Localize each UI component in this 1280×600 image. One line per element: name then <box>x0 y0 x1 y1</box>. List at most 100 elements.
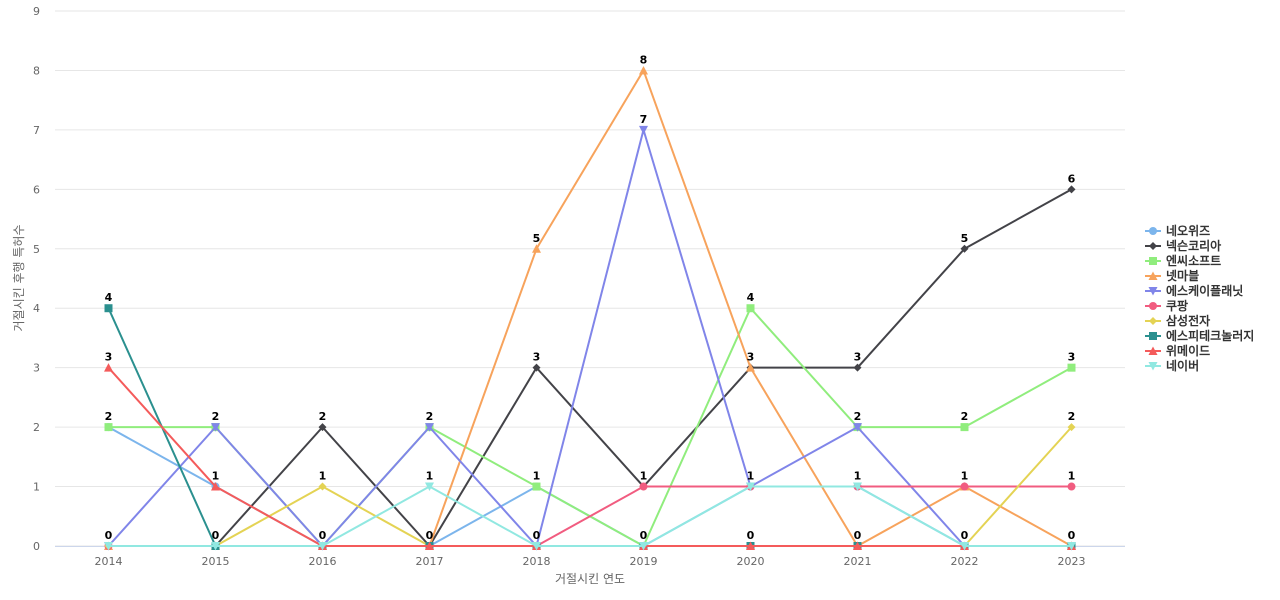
legend-item[interactable]: 삼성전자 <box>1145 313 1210 328</box>
x-tick-label: 2016 <box>309 555 337 568</box>
series-line <box>107 366 1072 547</box>
legend-item[interactable]: 에스케이플래닛 <box>1145 283 1243 298</box>
legend-label: 넷마블 <box>1166 268 1199 283</box>
y-tick-label: 0 <box>33 540 40 553</box>
data-label: 3 <box>533 351 541 364</box>
data-point <box>532 482 541 491</box>
data-labels: 4 3 2 0 2 1 0 2 1 0 2 1 0 5 3 1 0 8 7 1 0 4 3 1 0 3 2 1 0 5 2 1 0 6 3 2 1 0 <box>105 53 1076 542</box>
legend-item[interactable]: 쿠팡 <box>1145 298 1188 313</box>
legend-marker <box>1148 362 1158 371</box>
data-point <box>532 244 541 253</box>
data-point <box>425 482 434 492</box>
legend-item[interactable]: 네이버 <box>1145 358 1199 373</box>
data-label: 3 <box>747 351 755 364</box>
data-point <box>853 423 862 432</box>
legend-item[interactable]: 에스피테크놀러지 <box>1145 328 1254 343</box>
data-label: 7 <box>640 113 648 126</box>
data-point <box>853 541 862 550</box>
x-tick-label: 2019 <box>630 555 658 568</box>
data-label: 0 <box>747 529 755 542</box>
x-axis-title: 거절시킨 연도 <box>555 572 625 586</box>
data-point <box>853 482 862 492</box>
legend-item[interactable]: 넷마블 <box>1145 268 1199 283</box>
legend-label: 네오위즈 <box>1166 223 1210 238</box>
legend-label: 위메이드 <box>1166 343 1210 358</box>
legend-label: 삼성전자 <box>1166 313 1210 328</box>
series-layer <box>104 65 1076 551</box>
y-tick-label: 8 <box>33 64 40 77</box>
data-label: 1 <box>212 470 220 483</box>
data-point <box>639 65 648 75</box>
data-label: 2 <box>854 410 862 423</box>
data-point <box>425 541 434 550</box>
data-point <box>960 244 969 253</box>
data-label: 2 <box>212 410 220 423</box>
data-label: 1 <box>319 470 327 483</box>
data-point <box>532 542 541 551</box>
data-label: 4 <box>105 291 113 304</box>
data-point <box>639 542 648 551</box>
x-tick-label: 2015 <box>202 555 230 568</box>
data-label: 1 <box>1068 470 1076 483</box>
data-point <box>104 304 113 313</box>
data-label: 0 <box>854 529 862 542</box>
legend-item[interactable]: 엔씨소프트 <box>1145 253 1221 268</box>
y-tick-label: 3 <box>33 362 40 375</box>
data-point <box>746 482 755 492</box>
y-tick-label: 4 <box>33 302 40 315</box>
data-label: 2 <box>961 410 969 423</box>
data-point <box>960 482 969 491</box>
data-point <box>318 542 327 551</box>
data-label: 1 <box>854 470 862 483</box>
data-label: 0 <box>426 529 434 542</box>
data-label: 3 <box>105 351 113 364</box>
x-tick-label: 2021 <box>844 555 872 568</box>
data-point <box>960 542 969 551</box>
x-tick-label: 2020 <box>737 555 765 568</box>
series-6 <box>104 482 1076 550</box>
y-tick-label: 5 <box>33 243 40 256</box>
legend-item[interactable]: 네오위즈 <box>1145 223 1210 238</box>
y-axis-ticks: 0 1 2 3 4 5 6 7 8 9 <box>33 5 40 553</box>
x-tick-label: 2023 <box>1058 555 1086 568</box>
data-point <box>853 363 862 372</box>
series-line <box>108 485 1072 547</box>
data-label: 0 <box>640 529 648 542</box>
data-point <box>746 541 755 550</box>
legend-marker <box>1149 332 1157 340</box>
legend-marker <box>1149 257 1157 265</box>
data-point <box>318 423 327 432</box>
legend-item[interactable]: 위메이드 <box>1145 343 1210 358</box>
data-point <box>1067 482 1076 491</box>
data-label: 0 <box>105 529 113 542</box>
data-label: 2 <box>426 410 434 423</box>
y-tick-label: 7 <box>33 124 40 137</box>
legend-label: 에스케이플래닛 <box>1166 283 1243 298</box>
data-label: 1 <box>961 470 969 483</box>
legend-label: 엔씨소프트 <box>1166 253 1221 268</box>
data-point <box>639 482 648 491</box>
legend-label: 쿠팡 <box>1166 298 1188 313</box>
data-label: 0 <box>319 529 327 542</box>
x-tick-label: 2017 <box>416 555 444 568</box>
grid-layer <box>55 10 1125 547</box>
data-label: 5 <box>533 232 541 245</box>
legend-marker <box>1148 271 1158 280</box>
data-point <box>104 542 113 551</box>
legend-marker <box>1149 242 1157 250</box>
data-label: 0 <box>533 529 541 542</box>
data-label: 6 <box>1068 172 1076 185</box>
data-point <box>211 482 220 491</box>
data-label: 3 <box>1068 351 1076 364</box>
data-point <box>1067 185 1076 194</box>
legend-item[interactable]: 넥슨코리아 <box>1145 238 1221 253</box>
data-point <box>211 542 220 551</box>
y-tick-label: 6 <box>33 183 40 196</box>
data-label: 2 <box>319 410 327 423</box>
data-label: 1 <box>640 470 648 483</box>
legend-label: 네이버 <box>1166 358 1199 373</box>
data-point <box>104 363 113 372</box>
data-label: 2 <box>1068 410 1076 423</box>
legend-marker <box>1148 346 1158 355</box>
data-point <box>1067 542 1076 551</box>
